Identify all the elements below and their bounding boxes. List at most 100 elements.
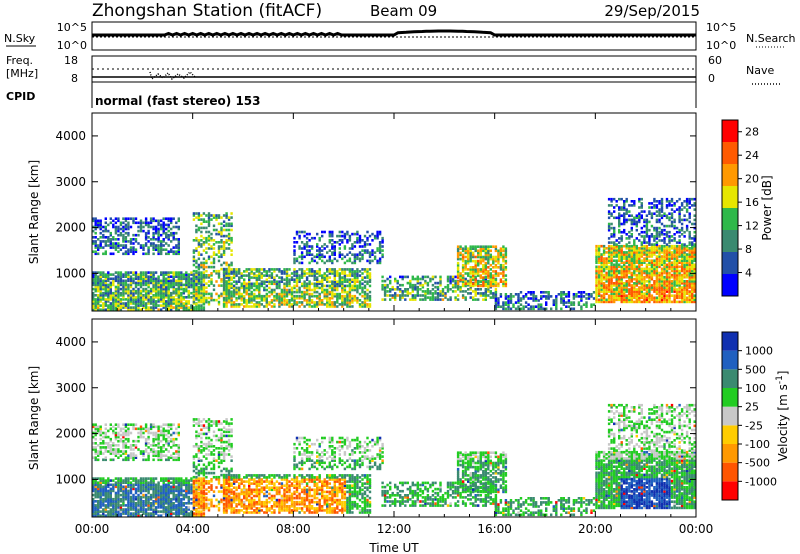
power-cell [351,261,354,265]
power-cell [653,206,656,209]
power-cell [670,269,674,273]
power-cell [691,286,694,289]
velocity-cell [102,497,105,501]
power-cell [607,261,611,264]
power-cell [421,275,425,279]
power-cell [273,280,276,283]
power-cell [94,244,97,247]
power-cell [540,295,543,298]
power-cell [185,281,188,285]
power-cell [187,308,190,311]
power-cell [102,279,105,283]
power-cell [623,214,626,217]
power-cell [227,290,231,294]
power-cell [336,292,339,296]
power-cell [288,292,291,296]
power-cell [615,247,618,250]
power-cell [494,245,498,248]
power-cell [610,284,613,287]
power-cell [691,273,694,277]
power-cell [331,303,334,306]
power-cell [630,233,633,236]
power-cell [331,305,334,308]
power-cell [663,247,666,250]
power-cell [628,253,631,256]
power-cell [114,289,118,293]
velocity-cell [114,493,118,497]
power-cell [288,299,291,302]
power-cell [366,239,369,242]
power-cell [225,303,228,306]
power-cell [134,306,138,309]
power-cell [618,216,621,220]
power-cell [348,296,352,300]
power-cell [680,263,684,267]
velocity-cell [107,481,110,484]
power-cell [633,255,636,258]
power-cell [683,261,686,264]
velocity-cell [94,512,97,515]
velocity-cell [139,514,143,517]
power-cell [502,307,505,311]
power-cell [645,292,649,295]
velocity-cell [127,514,130,517]
power-cell [683,282,686,285]
velocity-cell [102,487,105,491]
power-cell [504,280,508,283]
power-cell [250,296,253,300]
power-cell [343,294,347,298]
power-cell [154,285,158,289]
power-cell [99,225,102,229]
power-cell [273,290,276,294]
power-cell [298,286,301,290]
power-cell [633,286,636,289]
power-cell [635,244,638,248]
power-cell [230,270,233,273]
power-cell [665,290,669,293]
power-cell [368,299,372,302]
power-cell [673,244,676,248]
power-cell [280,288,284,292]
power-cell [645,253,649,256]
power-cell [147,296,150,299]
velocity-cell [109,510,112,513]
power-cell [353,241,357,244]
velocity-cell [122,497,125,501]
power-cell [139,296,143,299]
power-cell [127,240,130,243]
power-cell [187,281,190,285]
power-cell [655,255,659,258]
power-cell [368,255,372,259]
power-cell [94,273,97,276]
power-cell [323,261,326,265]
power-cell [124,238,128,241]
velocity-cell [142,495,145,499]
power-cell [685,218,689,222]
power-cell [104,227,107,231]
power-cell [172,279,175,283]
power-cell [348,301,352,304]
power-cell [673,220,676,224]
power-cell [97,244,100,247]
power-cell [658,265,661,269]
power-cell [461,247,465,250]
velocity-cell [119,497,123,501]
power-cell [610,247,613,250]
power-cell [202,286,206,289]
power-cell [618,296,621,300]
power-cell [444,296,447,299]
power-cell [202,308,206,311]
power-cell [187,285,190,289]
power-cell [200,280,203,283]
power-cell [602,284,606,287]
power-cell [167,238,170,241]
power-cell [132,238,135,241]
freq-label-line2: [MHz] [6,67,38,80]
power-cell [479,251,482,255]
power-cell [328,257,331,261]
power-cell [660,244,664,248]
power-cell [630,273,633,277]
power-cell [670,265,674,269]
power-cell [517,293,520,296]
power-cell [127,283,130,287]
